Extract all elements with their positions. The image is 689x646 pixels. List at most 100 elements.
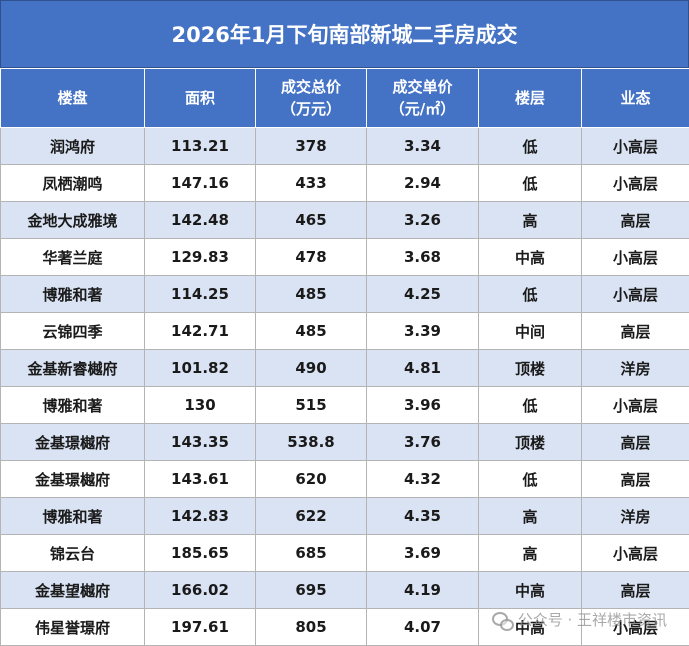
area-cell: 101.82 xyxy=(145,350,256,387)
unit-price-cell: 3.26 xyxy=(367,202,479,239)
estate-cell: 华著兰庭 xyxy=(1,239,145,276)
unit-price-cell: 4.81 xyxy=(367,350,479,387)
table-row: 金基璟樾府143.35538.83.76顶楼高层 xyxy=(1,424,689,461)
unit-price-cell: 3.76 xyxy=(367,424,479,461)
table-row: 金基望樾府166.026954.19中高高层 xyxy=(1,572,689,609)
total-price-cell: 515 xyxy=(256,387,367,424)
total-price-cell: 622 xyxy=(256,498,367,535)
floor-cell: 高 xyxy=(479,202,582,239)
table-row: 金地大成雅境142.484653.26高高层 xyxy=(1,202,689,239)
estate-cell: 金基璟樾府 xyxy=(1,461,145,498)
unit-price-cell: 3.39 xyxy=(367,313,479,350)
header-property-type: 业态 xyxy=(582,69,689,128)
property-type-cell: 高层 xyxy=(582,461,689,498)
area-cell: 166.02 xyxy=(145,572,256,609)
transactions-table: 楼盘 面积 成交总价 （万元） 成交单价 （元/㎡） 楼层 业态 润鸿府113.… xyxy=(0,68,689,646)
table-row: 博雅和著1305153.96低小高层 xyxy=(1,387,689,424)
area-cell: 147.16 xyxy=(145,165,256,202)
floor-cell: 中高 xyxy=(479,572,582,609)
header-unit-price: 成交单价 （元/㎡） xyxy=(367,69,479,128)
property-type-cell: 洋房 xyxy=(582,498,689,535)
estate-cell: 金地大成雅境 xyxy=(1,202,145,239)
table-row: 锦云台185.656853.69高小高层 xyxy=(1,535,689,572)
floor-cell: 高 xyxy=(479,535,582,572)
total-price-cell: 378 xyxy=(256,128,367,165)
property-type-cell: 小高层 xyxy=(582,276,689,313)
total-price-cell: 620 xyxy=(256,461,367,498)
area-cell: 142.48 xyxy=(145,202,256,239)
estate-cell: 凤栖潮鸣 xyxy=(1,165,145,202)
estate-cell: 博雅和著 xyxy=(1,276,145,313)
estate-cell: 博雅和著 xyxy=(1,387,145,424)
floor-cell: 中间 xyxy=(479,313,582,350)
area-cell: 197.61 xyxy=(145,609,256,646)
total-price-cell: 805 xyxy=(256,609,367,646)
total-price-cell: 538.8 xyxy=(256,424,367,461)
table-row: 博雅和著114.254854.25低小高层 xyxy=(1,276,689,313)
total-price-cell: 433 xyxy=(256,165,367,202)
property-type-cell: 小高层 xyxy=(582,609,689,646)
table-row: 博雅和著142.836224.35高洋房 xyxy=(1,498,689,535)
page-title: 2026年1月下旬南部新城二手房成交 xyxy=(0,0,689,68)
table-row: 凤栖潮鸣147.164332.94低小高层 xyxy=(1,165,689,202)
area-cell: 142.83 xyxy=(145,498,256,535)
property-type-cell: 高层 xyxy=(582,424,689,461)
area-cell: 113.21 xyxy=(145,128,256,165)
area-cell: 114.25 xyxy=(145,276,256,313)
table-row: 云锦四季142.714853.39中间高层 xyxy=(1,313,689,350)
header-total-price: 成交总价 （万元） xyxy=(256,69,367,128)
total-price-cell: 485 xyxy=(256,313,367,350)
property-type-cell: 小高层 xyxy=(582,128,689,165)
unit-price-cell: 3.69 xyxy=(367,535,479,572)
property-type-cell: 小高层 xyxy=(582,239,689,276)
floor-cell: 顶楼 xyxy=(479,350,582,387)
floor-cell: 中高 xyxy=(479,609,582,646)
floor-cell: 高 xyxy=(479,498,582,535)
floor-cell: 顶楼 xyxy=(479,424,582,461)
header-row: 楼盘 面积 成交总价 （万元） 成交单价 （元/㎡） 楼层 业态 xyxy=(1,69,689,128)
unit-price-cell: 3.96 xyxy=(367,387,479,424)
estate-cell: 伟星誉璟府 xyxy=(1,609,145,646)
property-type-cell: 小高层 xyxy=(582,535,689,572)
area-cell: 143.61 xyxy=(145,461,256,498)
area-cell: 130 xyxy=(145,387,256,424)
area-cell: 185.65 xyxy=(145,535,256,572)
unit-price-cell: 3.68 xyxy=(367,239,479,276)
area-cell: 129.83 xyxy=(145,239,256,276)
unit-price-cell: 4.32 xyxy=(367,461,479,498)
total-price-cell: 490 xyxy=(256,350,367,387)
table-row: 金基璟樾府143.616204.32低高层 xyxy=(1,461,689,498)
estate-cell: 云锦四季 xyxy=(1,313,145,350)
unit-price-cell: 4.35 xyxy=(367,498,479,535)
estate-cell: 锦云台 xyxy=(1,535,145,572)
property-type-cell: 高层 xyxy=(582,202,689,239)
property-type-cell: 小高层 xyxy=(582,165,689,202)
unit-price-cell: 4.19 xyxy=(367,572,479,609)
estate-cell: 金基璟樾府 xyxy=(1,424,145,461)
property-type-cell: 洋房 xyxy=(582,350,689,387)
table-row: 伟星誉璟府197.618054.07中高小高层 xyxy=(1,609,689,646)
unit-price-cell: 4.07 xyxy=(367,609,479,646)
header-floor: 楼层 xyxy=(479,69,582,128)
header-estate: 楼盘 xyxy=(1,69,145,128)
floor-cell: 低 xyxy=(479,461,582,498)
table-row: 润鸿府113.213783.34低小高层 xyxy=(1,128,689,165)
area-cell: 143.35 xyxy=(145,424,256,461)
header-area: 面积 xyxy=(145,69,256,128)
unit-price-cell: 3.34 xyxy=(367,128,479,165)
estate-cell: 金基新睿樾府 xyxy=(1,350,145,387)
property-type-cell: 高层 xyxy=(582,572,689,609)
total-price-cell: 485 xyxy=(256,276,367,313)
floor-cell: 低 xyxy=(479,128,582,165)
floor-cell: 低 xyxy=(479,387,582,424)
floor-cell: 中高 xyxy=(479,239,582,276)
unit-price-cell: 4.25 xyxy=(367,276,479,313)
table-row: 金基新睿樾府101.824904.81顶楼洋房 xyxy=(1,350,689,387)
table-row: 华著兰庭129.834783.68中高小高层 xyxy=(1,239,689,276)
floor-cell: 低 xyxy=(479,276,582,313)
total-price-cell: 478 xyxy=(256,239,367,276)
estate-cell: 金基望樾府 xyxy=(1,572,145,609)
area-cell: 142.71 xyxy=(145,313,256,350)
estate-cell: 博雅和著 xyxy=(1,498,145,535)
property-type-cell: 小高层 xyxy=(582,387,689,424)
